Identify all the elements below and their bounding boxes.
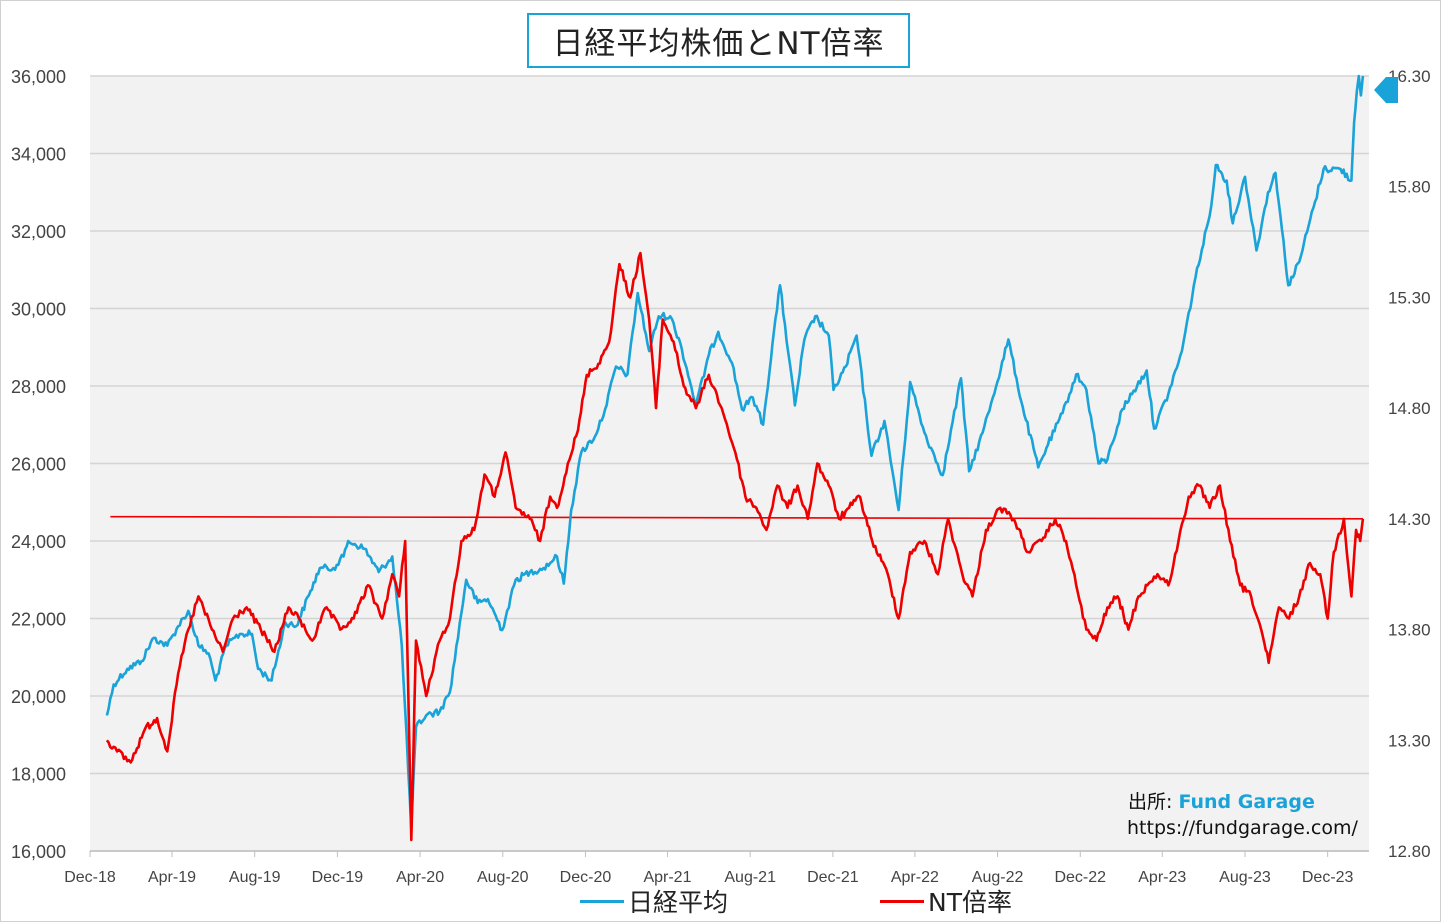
legend-swatch-nikkei	[580, 899, 624, 903]
x-tick-13: Apr-23	[1138, 869, 1186, 886]
y-right-tick-4: 14.80	[1388, 399, 1431, 418]
legend-label-nt: NT倍率	[928, 888, 1012, 917]
y-left-tick-8: 32,000	[11, 222, 66, 242]
x-tick-labels: Dec-18 Apr-19 Aug-19 Dec-19 Apr-20 Aug-20 Dec-…	[64, 851, 1354, 886]
y-left-tick-7: 30,000	[11, 300, 66, 320]
x-tick-2: Aug-19	[229, 869, 281, 886]
x-tick-1: Apr-19	[148, 869, 196, 886]
x-tick-14: Aug-23	[1219, 869, 1271, 886]
source-brand: Fund Garage	[1178, 791, 1315, 813]
y-right-tick-1: 13.30	[1388, 731, 1431, 750]
legend: 日経平均 NT倍率	[0, 883, 1441, 917]
x-tick-9: Dec-21	[807, 869, 859, 886]
reference-line-group	[110, 515, 1363, 520]
source-line: 出所: Fund Garage	[1128, 787, 1315, 814]
y-left-tick-0: 16,000	[11, 842, 66, 862]
y-left-tick-9: 34,000	[11, 145, 66, 165]
x-tick-7: Apr-21	[643, 869, 691, 886]
y-right-tick-labels: 12.80 13.30 13.80 14.30 14.80 15.30 15.80 16.30	[1388, 67, 1431, 861]
y-left-tick-5: 26,000	[11, 455, 66, 475]
y-right-tick-5: 15.30	[1388, 288, 1431, 307]
chart-title: 日経平均株価とNT倍率	[527, 13, 910, 68]
y-left-tick-10: 36,000	[11, 67, 66, 87]
y-right-tick-7: 16.30	[1388, 67, 1431, 86]
y-right-tick-6: 15.80	[1388, 178, 1431, 197]
y-right-tick-0: 12.80	[1388, 842, 1431, 861]
legend-item-nikkei: 日経平均	[580, 883, 728, 919]
marker-group	[1374, 77, 1398, 103]
nt-average-line	[110, 515, 1363, 520]
y-left-tick-4: 24,000	[11, 532, 66, 552]
y-right-tick-2: 13.80	[1388, 621, 1431, 640]
x-tick-4: Apr-20	[396, 869, 444, 886]
y-right-tick-3: 14.30	[1388, 510, 1431, 529]
x-tick-11: Aug-22	[972, 869, 1024, 886]
legend-swatch-nt	[880, 899, 924, 903]
series-group	[105, 74, 1365, 842]
x-tick-8: Aug-21	[724, 869, 776, 886]
y-left-tick-6: 28,000	[11, 377, 66, 397]
y-left-tick-3: 22,000	[11, 610, 66, 630]
y-left-tick-1: 18,000	[11, 765, 66, 785]
series-line-nt-ratio	[105, 251, 1365, 842]
x-tick-10: Apr-22	[891, 869, 939, 886]
x-tick-15: Dec-23	[1302, 869, 1354, 886]
series-line-nikkei	[105, 74, 1365, 830]
x-tick-5: Aug-20	[477, 869, 529, 886]
x-tick-3: Dec-19	[312, 869, 364, 886]
x-tick-0: Dec-18	[64, 869, 116, 886]
grid-lines	[90, 75, 1369, 852]
x-tick-12: Dec-22	[1054, 869, 1106, 886]
source-label: 出所:	[1128, 791, 1173, 813]
x-tick-6: Dec-20	[560, 869, 612, 886]
legend-label-nikkei: 日経平均	[628, 888, 729, 917]
legend-item-nt: NT倍率	[880, 883, 1012, 919]
y-left-tick-2: 20,000	[11, 687, 66, 707]
latest-value-marker	[1374, 77, 1398, 103]
y-left-tick-labels: 16,000 18,000 20,000 22,000 24,000 26,000 28,0…	[11, 67, 66, 862]
source-url: https://fundgarage.com/	[1127, 817, 1358, 839]
